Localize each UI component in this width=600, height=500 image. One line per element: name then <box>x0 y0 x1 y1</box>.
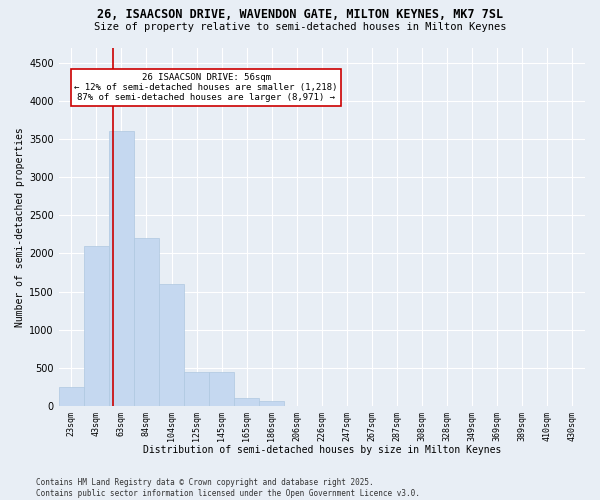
Bar <box>234 398 259 406</box>
Text: Size of property relative to semi-detached houses in Milton Keynes: Size of property relative to semi-detach… <box>94 22 506 32</box>
Text: 26 ISAACSON DRIVE: 56sqm
← 12% of semi-detached houses are smaller (1,218)
87% o: 26 ISAACSON DRIVE: 56sqm ← 12% of semi-d… <box>74 72 338 102</box>
Bar <box>209 372 234 406</box>
Bar <box>134 238 159 406</box>
Bar <box>59 387 84 406</box>
Y-axis label: Number of semi-detached properties: Number of semi-detached properties <box>15 127 25 326</box>
Bar <box>159 284 184 406</box>
Bar <box>184 372 209 406</box>
Bar <box>259 402 284 406</box>
X-axis label: Distribution of semi-detached houses by size in Milton Keynes: Distribution of semi-detached houses by … <box>143 445 501 455</box>
Bar <box>84 246 109 406</box>
Text: Contains HM Land Registry data © Crown copyright and database right 2025.
Contai: Contains HM Land Registry data © Crown c… <box>36 478 420 498</box>
Text: 26, ISAACSON DRIVE, WAVENDON GATE, MILTON KEYNES, MK7 7SL: 26, ISAACSON DRIVE, WAVENDON GATE, MILTO… <box>97 8 503 20</box>
Bar <box>109 132 134 406</box>
